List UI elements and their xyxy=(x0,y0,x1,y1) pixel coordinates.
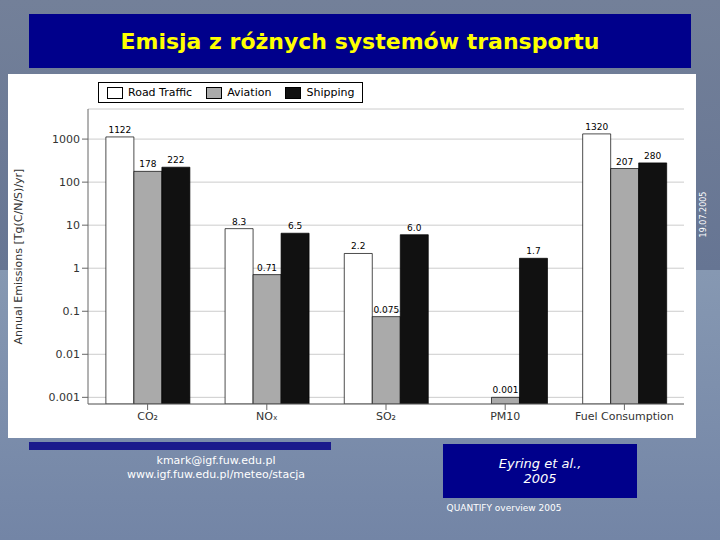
html-text:Emisja z różnych systemów tran: Emisja z różnych systemów transportu xyxy=(120,28,600,54)
svg-text:0.075: 0.075 xyxy=(373,305,399,315)
svg-text:0.71: 0.71 xyxy=(257,263,277,273)
html-text:Aviation: Aviation xyxy=(227,86,272,99)
svg-text:0.1: 0.1 xyxy=(63,305,81,318)
svg-text:0.01: 0.01 xyxy=(56,348,81,361)
svg-text:1122: 1122 xyxy=(108,125,131,135)
svg-text:222: 222 xyxy=(167,155,184,165)
html-text:Road Traffic: Road Traffic xyxy=(128,86,193,99)
html-text:Shipping: Shipping xyxy=(306,86,355,99)
svg-text:1.7: 1.7 xyxy=(526,246,540,256)
svg-text:1000: 1000 xyxy=(52,133,80,146)
svg-text:178: 178 xyxy=(139,159,156,169)
svg-text:SO₂: SO₂ xyxy=(376,410,396,423)
html-text:QUANTIFY overview 2005: QUANTIFY overview 2005 xyxy=(446,503,562,513)
svg-text:Annual Emissions [Tg(C/N/S)/yr: Annual Emissions [Tg(C/N/S)/yr] xyxy=(12,169,25,345)
svg-text:280: 280 xyxy=(644,151,661,161)
svg-text:CO₂: CO₂ xyxy=(137,410,158,423)
svg-text:Fuel Consumption: Fuel Consumption xyxy=(575,410,674,423)
svg-text:6.5: 6.5 xyxy=(288,221,302,231)
svg-text:1: 1 xyxy=(73,262,80,275)
svg-text:6.0: 6.0 xyxy=(407,223,422,233)
svg-text:0.001: 0.001 xyxy=(493,385,519,395)
svg-text:10: 10 xyxy=(66,219,80,232)
svg-text:2.2: 2.2 xyxy=(351,241,365,251)
svg-text:207: 207 xyxy=(616,157,633,167)
svg-text:1320: 1320 xyxy=(585,122,608,132)
svg-text:NOₓ: NOₓ xyxy=(256,410,278,423)
svg-text:0.001: 0.001 xyxy=(49,391,81,404)
svg-text:8.3: 8.3 xyxy=(232,217,246,227)
svg-text:100: 100 xyxy=(59,176,80,189)
html-text:kmark@igf.fuw.edu.pl www.igf.f: kmark@igf.fuw.edu.pl www.igf.fuw.edu.pl/… xyxy=(127,454,305,482)
html-text:19.07.2005: 19.07.2005 xyxy=(698,191,708,238)
svg-text:PM10: PM10 xyxy=(490,410,520,423)
html-text:Eyring et al., 2005: Eyring et al., 2005 xyxy=(498,456,582,486)
